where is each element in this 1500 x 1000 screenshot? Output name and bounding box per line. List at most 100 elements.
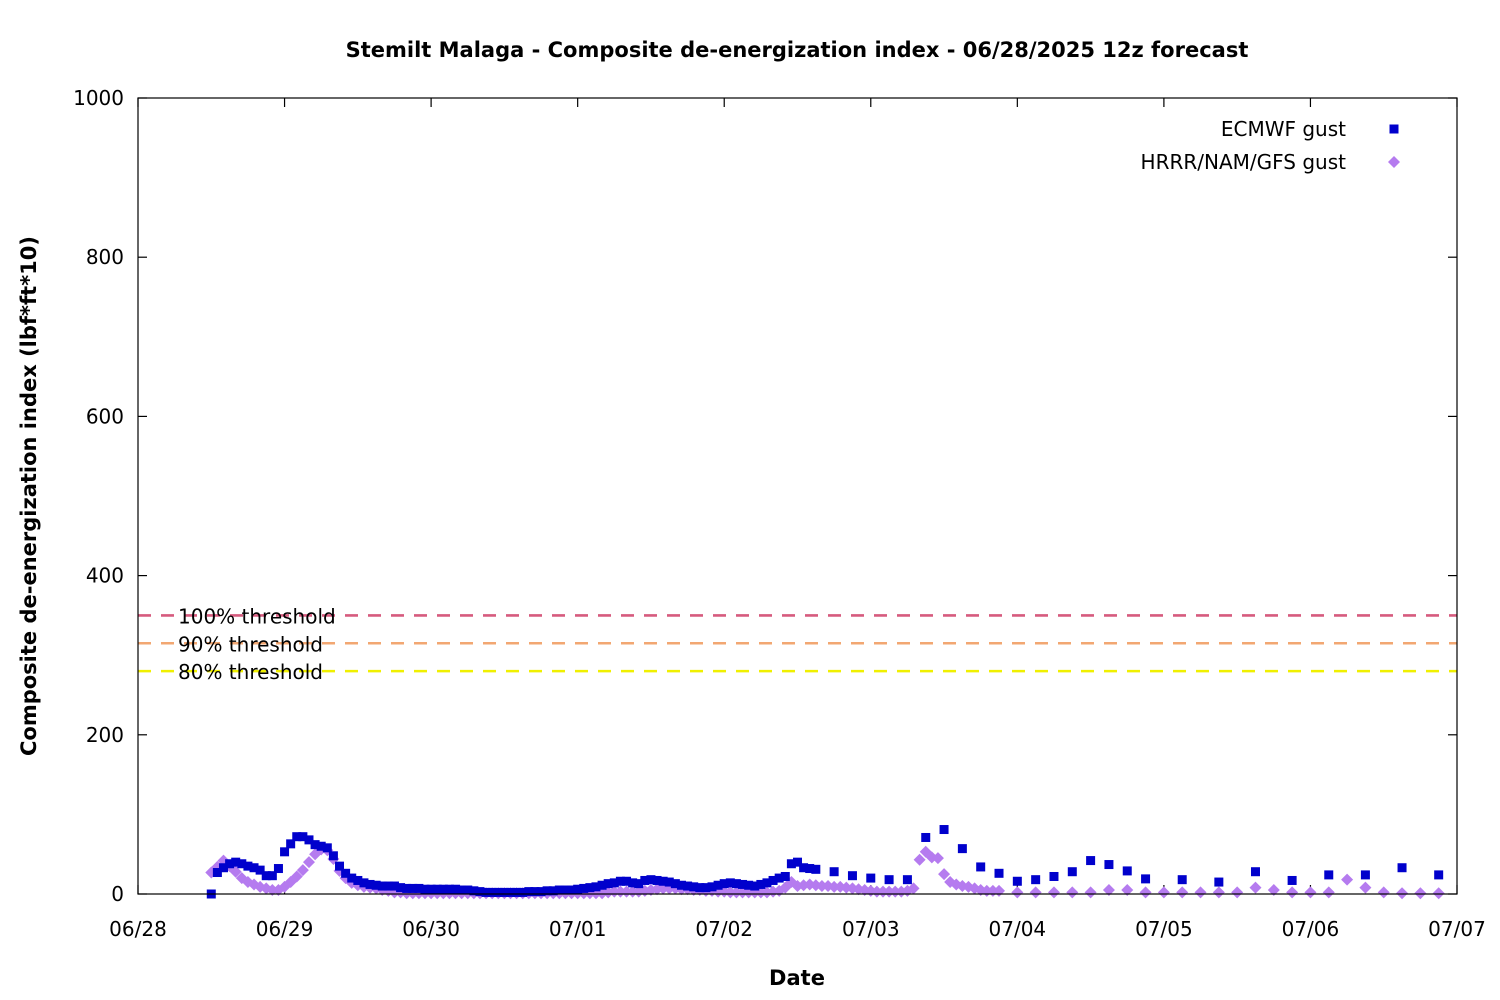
- hrrr-point: [1194, 886, 1207, 899]
- ecmwf-point: [847, 871, 857, 881]
- ecmwf-point: [731, 879, 741, 889]
- hrrr-point: [993, 884, 1006, 897]
- x-tick-label: 07/07: [1428, 917, 1486, 941]
- hrrr-point: [229, 865, 242, 878]
- hrrr-point: [724, 886, 737, 899]
- ecmwf-point: [585, 883, 595, 893]
- x-tick-label: 07/06: [1282, 917, 1340, 941]
- ecmwf-point: [738, 879, 748, 889]
- ecmwf-point: [676, 880, 686, 890]
- ecmwf-point: [640, 875, 650, 885]
- ecmwf-point: [768, 875, 778, 885]
- ecmwf-point: [487, 887, 497, 897]
- ecmwf-point: [719, 879, 729, 889]
- hrrr-point: [1377, 886, 1390, 899]
- hrrr-point: [296, 864, 309, 877]
- ecmwf-point: [786, 859, 796, 869]
- ecmwf-point: [744, 880, 754, 890]
- hrrr-point: [1029, 886, 1042, 899]
- ecmwf-point: [1214, 877, 1224, 887]
- hrrr-point: [1267, 884, 1280, 897]
- ecmwf-point: [1287, 875, 1297, 885]
- axis-ticks: 06/28 06/29 06/30 07/01 07/02 07/03 07/04 07/05…: [73, 86, 1486, 941]
- ecmwf-point: [1067, 867, 1077, 877]
- ecmwf-point: [1086, 856, 1096, 866]
- ecmwf-point: [609, 878, 619, 888]
- ecmwf-point: [438, 884, 448, 894]
- ecmwf-point: [725, 878, 735, 888]
- ecmwf-point: [902, 875, 912, 885]
- ecmwf-point: [341, 868, 351, 878]
- x-tick-label: 06/28: [109, 917, 167, 941]
- ecmwf-point: [560, 885, 570, 895]
- hrrr-point: [1286, 886, 1299, 899]
- hrrr-point: [1231, 886, 1244, 899]
- x-tick-label: 06/29: [256, 917, 314, 941]
- hrrr-point: [876, 885, 889, 898]
- ecmwf-point: [328, 851, 338, 861]
- ecmwf-point: [921, 832, 931, 842]
- hrrr-point: [290, 870, 303, 883]
- ecmwf-point: [646, 875, 656, 885]
- hrrr-point: [1341, 873, 1354, 886]
- ecmwf-point: [658, 876, 668, 886]
- hrrr-point: [889, 885, 902, 898]
- ecmwf-point: [1104, 860, 1114, 870]
- ecmwf-point: [505, 887, 515, 897]
- ecmwf-point: [280, 847, 290, 857]
- threshold-label: 90% threshold: [178, 632, 323, 656]
- ecmwf-point: [695, 883, 705, 893]
- ecmwf-point: [793, 857, 802, 867]
- ecmwf-point: [652, 875, 662, 885]
- hrrr-point: [730, 886, 743, 899]
- ecmwf-point: [225, 859, 235, 869]
- hrrr-point: [620, 885, 633, 898]
- x-tick-label: 07/05: [1135, 917, 1193, 941]
- ecmwf-point: [1177, 875, 1187, 885]
- ecmwf-point: [444, 884, 454, 894]
- ecmwf-point: [750, 881, 760, 891]
- ecmwf-point: [359, 878, 369, 888]
- legend-label: ECMWF gust: [1221, 117, 1346, 141]
- x-tick-label: 07/03: [842, 917, 900, 941]
- hrrr-point: [1176, 886, 1189, 899]
- ecmwf-point: [976, 862, 986, 872]
- hrrr-point: [1396, 887, 1409, 900]
- legend-label: HRRR/NAM/GFS gust: [1141, 150, 1347, 174]
- hrrr-point: [883, 885, 896, 898]
- ecmwf-point: [548, 886, 558, 896]
- ecmwf-point: [1031, 875, 1041, 885]
- x-tick-label: 07/02: [695, 917, 753, 941]
- ecmwf-point: [347, 873, 357, 883]
- ecmwf-point: [780, 871, 790, 881]
- ecmwf-point: [573, 884, 583, 894]
- legend: ECMWF gust HRRR/NAM/GFS gust: [1141, 117, 1400, 174]
- ecmwf-point: [371, 880, 381, 890]
- ecmwf-point: [402, 883, 412, 893]
- hrrr-point: [1102, 884, 1115, 897]
- ecmwf-point: [267, 871, 277, 881]
- ecmwf-point: [231, 857, 241, 867]
- y-tick-label: 600: [86, 404, 124, 428]
- y-tick-label: 400: [86, 564, 124, 588]
- ecmwf-point: [292, 832, 302, 842]
- ecmwf-point: [261, 871, 271, 881]
- ecmwf-point: [762, 878, 772, 888]
- hrrr-point: [1066, 886, 1079, 899]
- ecmwf-point: [615, 876, 625, 886]
- ecmwf-point: [866, 873, 876, 883]
- threshold-lines: 100% threshold 90% threshold 80% threshold: [138, 604, 1457, 684]
- ecmwf-point: [335, 861, 345, 871]
- hrrr-point: [266, 884, 279, 897]
- hrrr-point: [870, 885, 883, 898]
- ecmwf-point: [591, 882, 601, 892]
- ecmwf-point: [389, 881, 399, 891]
- hrrr-point: [302, 856, 315, 869]
- hrrr-point: [1304, 886, 1317, 899]
- ecmwf-point: [316, 841, 326, 851]
- ecmwf-point: [1122, 866, 1132, 876]
- ecmwf-point: [481, 887, 491, 897]
- ecmwf-point: [689, 882, 699, 892]
- hrrr-point: [1212, 886, 1225, 899]
- legend-marker: [1389, 124, 1399, 134]
